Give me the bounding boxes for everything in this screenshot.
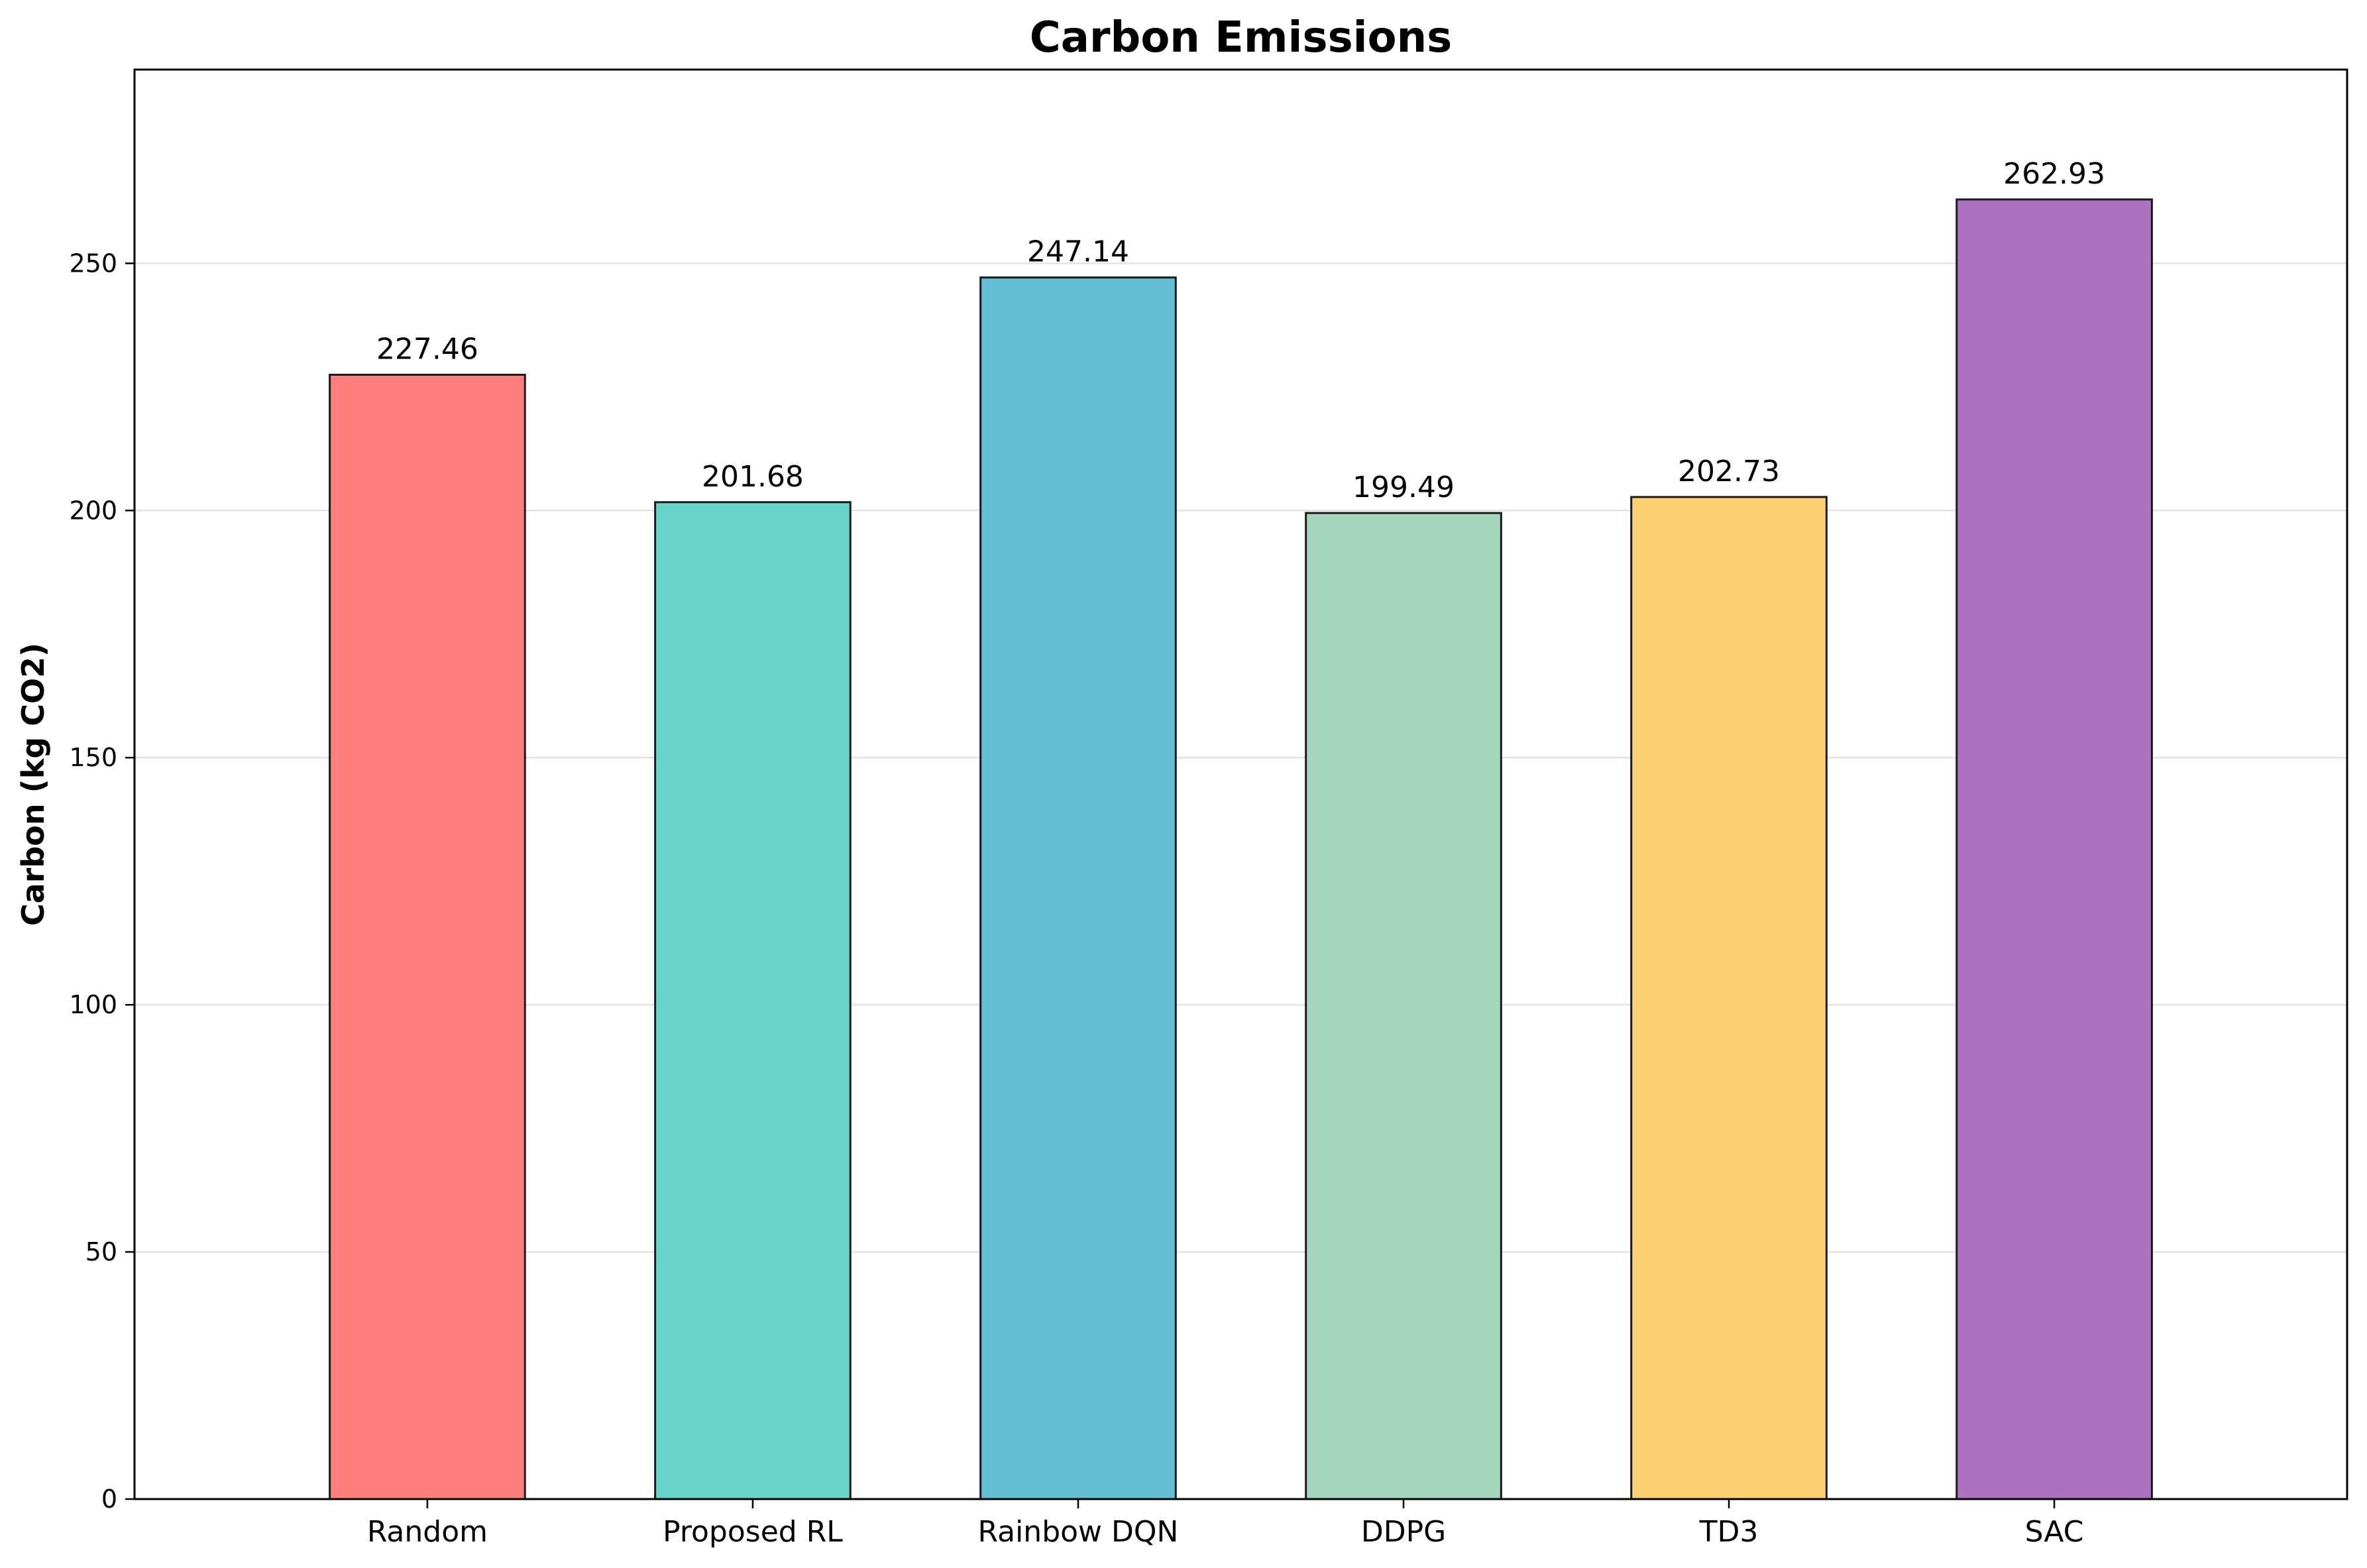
bar-value-label: 262.93 bbox=[2003, 157, 2105, 191]
bar-sac bbox=[1955, 198, 2153, 1500]
axes: 0 50 100 150 200 250 Random Proposed RL Rainbow … bbox=[69, 249, 2083, 1549]
x-tick-label: Rainbow DQN bbox=[978, 1515, 1179, 1549]
y-tick-label: 200 bbox=[69, 496, 117, 525]
x-tick-label: Proposed RL bbox=[663, 1515, 843, 1549]
bar-value-label: 201.68 bbox=[702, 460, 804, 494]
bar-random bbox=[329, 373, 526, 1500]
chart-title: Carbon Emissions bbox=[1030, 13, 1452, 62]
x-tick-label: TD3 bbox=[1699, 1515, 1759, 1549]
y-tick-label: 100 bbox=[69, 990, 117, 1019]
y-tick-label: 0 bbox=[101, 1484, 117, 1514]
bar-rainbow-dqn bbox=[979, 276, 1177, 1500]
bar-value-label: 247.14 bbox=[1027, 235, 1129, 269]
x-tick-label: SAC bbox=[2025, 1515, 2084, 1549]
bar-value-label: 202.73 bbox=[1678, 455, 1780, 488]
bars: 227.46 201.68 247.14 199.49 202.73 262.93 bbox=[329, 157, 2153, 1500]
y-tick-label: 150 bbox=[69, 743, 117, 772]
y-tick-label: 250 bbox=[69, 249, 117, 278]
bar-value-label: 227.46 bbox=[376, 332, 478, 366]
bar-proposed-rl bbox=[654, 501, 852, 1500]
bar-td3 bbox=[1630, 496, 1828, 1500]
x-tick-label: DDPG bbox=[1361, 1515, 1446, 1549]
y-tick-label: 50 bbox=[85, 1237, 117, 1266]
bar-ddpg bbox=[1305, 512, 1502, 1500]
y-axis-label: Carbon (kg CO2) bbox=[15, 643, 51, 926]
bar-value-label: 199.49 bbox=[1352, 471, 1455, 504]
x-tick-label: Random bbox=[367, 1515, 488, 1549]
plot-frame bbox=[133, 68, 2348, 1500]
